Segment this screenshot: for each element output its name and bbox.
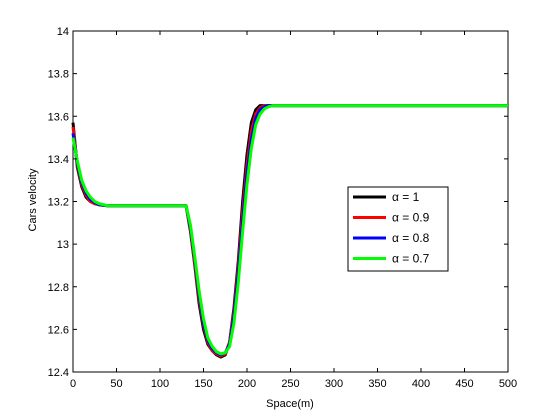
legend: α = 1 α = 0.9 α = 0.8 α = 0.7 xyxy=(347,186,449,272)
y-tick-label: 12.6 xyxy=(48,324,69,336)
y-tick-label: 12.8 xyxy=(48,282,69,294)
x-tick-label: 100 xyxy=(151,378,169,390)
y-tick-label: 13.8 xyxy=(48,69,69,81)
legend-label-2: α = 0.8 xyxy=(392,231,430,245)
y-tick-label: 13.4 xyxy=(48,154,69,166)
y-tick-label: 14 xyxy=(57,26,69,38)
y-tick-label: 12.4 xyxy=(48,367,69,379)
x-tick-label: 450 xyxy=(455,378,473,390)
x-tick-label: 150 xyxy=(194,378,212,390)
y-tick-label: 13.6 xyxy=(48,111,69,123)
x-tick-label: 350 xyxy=(368,378,386,390)
x-axis-label: Space(m) xyxy=(266,398,314,410)
x-tick-label: 400 xyxy=(412,378,430,390)
legend-label-3: α = 0.7 xyxy=(392,252,430,266)
x-tick-label: 200 xyxy=(238,378,256,390)
x-tick-label: 0 xyxy=(70,378,76,390)
series-line-3 xyxy=(71,104,508,356)
y-tick-label: 13 xyxy=(57,239,69,251)
y-axis-label: Cars velocity xyxy=(27,168,39,231)
y-tick-label: 13.2 xyxy=(48,197,69,209)
series-layer xyxy=(71,104,508,359)
x-tick-label: 500 xyxy=(499,378,517,390)
x-tick-label: 300 xyxy=(325,378,343,390)
legend-label-0: α = 1 xyxy=(392,190,420,204)
x-tick-label: 50 xyxy=(110,378,122,390)
axis-ticks: 0 50 100 150 200 250 300 350 400 450 500 12.4 12.6 12… xyxy=(48,26,518,390)
x-tick-label: 250 xyxy=(281,378,299,390)
legend-label-1: α = 0.9 xyxy=(392,211,430,225)
